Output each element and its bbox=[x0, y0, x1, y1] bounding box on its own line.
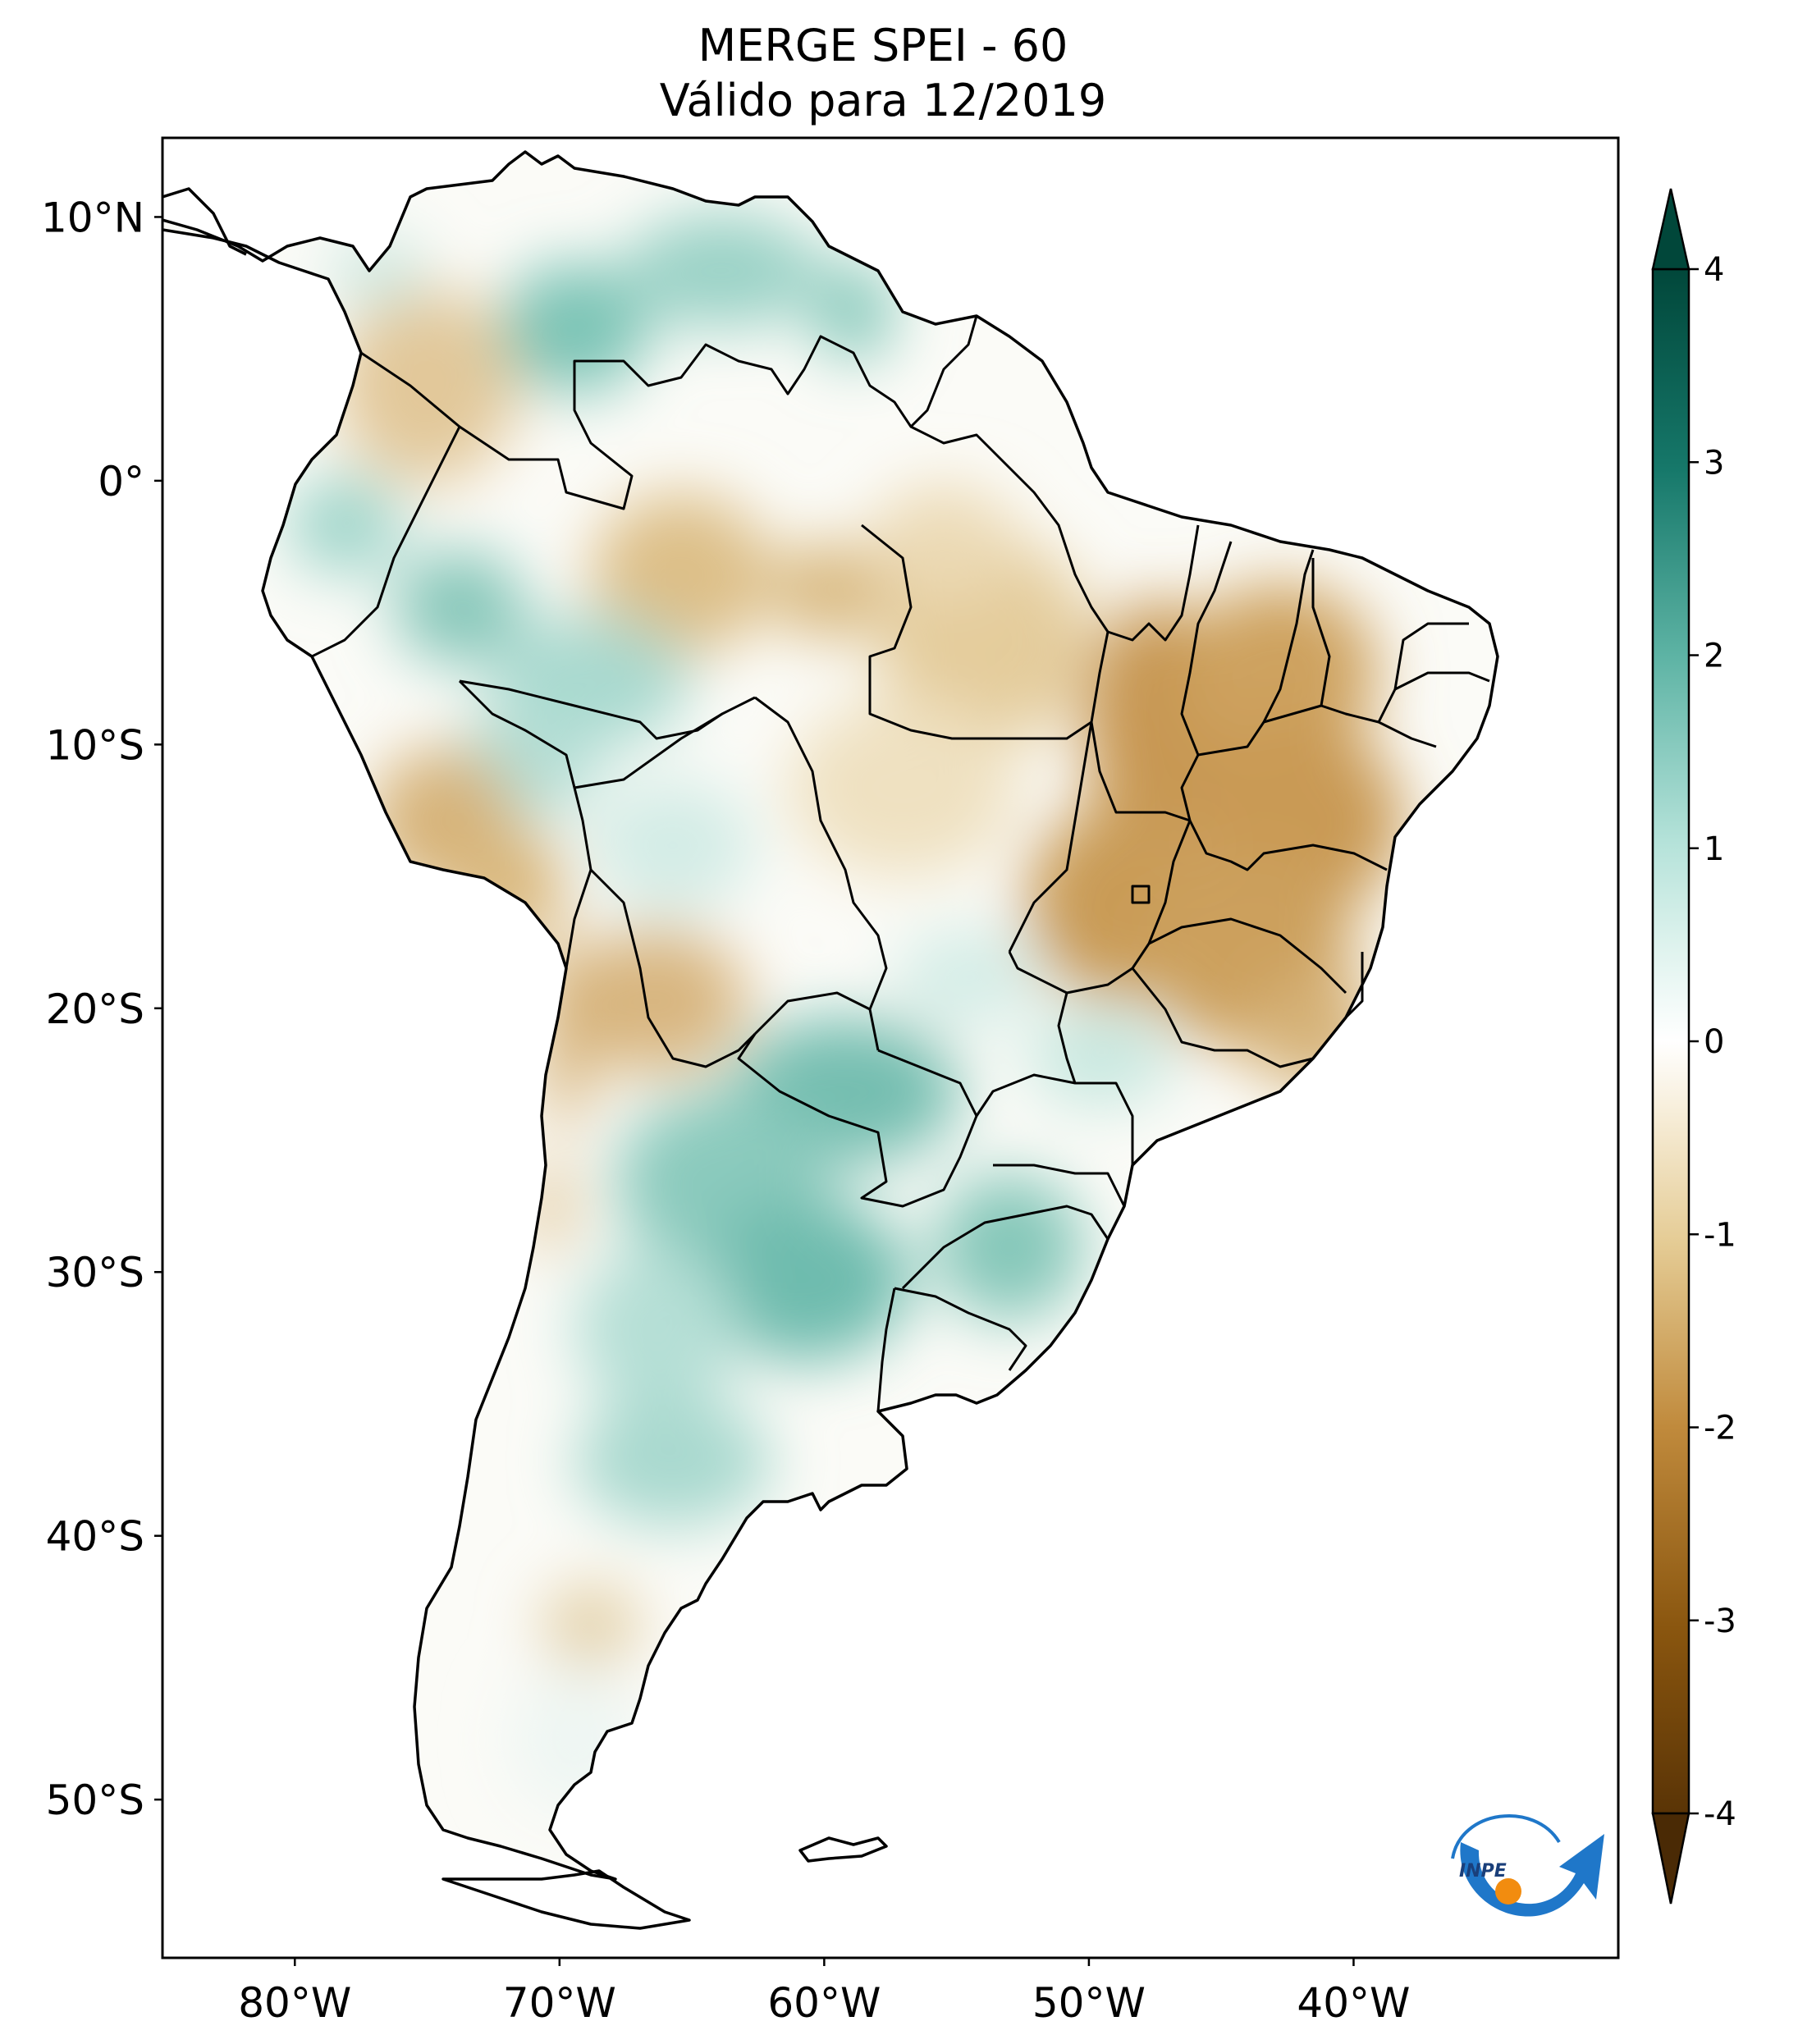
central-america-coast bbox=[162, 187, 247, 256]
colorbar-tick-label: -2 bbox=[1704, 1410, 1736, 1447]
colorbar-tick-label: -4 bbox=[1704, 1795, 1736, 1833]
colorbar-tick-label: 3 bbox=[1704, 444, 1724, 482]
y-tick-label: 30°S bbox=[46, 1249, 144, 1296]
political-borders bbox=[311, 315, 1490, 1412]
y-tick-label: 10°N bbox=[41, 194, 144, 241]
inpe-logo: INPE bbox=[1451, 1814, 1604, 1917]
y-tick-label: 0° bbox=[98, 458, 144, 505]
logo-text: INPE bbox=[1459, 1861, 1507, 1882]
colorbar-tick-label: 2 bbox=[1704, 638, 1724, 675]
latitude-axis: 10°N 0° 10°S 20°S 30°S 40°S 50°S bbox=[41, 194, 162, 1824]
logo-outline-arc bbox=[1451, 1814, 1561, 1859]
colorbar-ticks: 4 3 2 1 0 -1 -2 -3 -4 bbox=[1689, 251, 1736, 1833]
x-tick-label: 40°W bbox=[1297, 1979, 1410, 2027]
y-tick-label: 50°S bbox=[46, 1776, 144, 1824]
colorbar-tick-label: -3 bbox=[1704, 1603, 1736, 1640]
x-tick-label: 50°W bbox=[1032, 1979, 1146, 2027]
y-tick-label: 10°S bbox=[46, 721, 144, 769]
map-title-line2: Válido para 12/2019 bbox=[660, 75, 1106, 126]
x-tick-label: 70°W bbox=[503, 1979, 616, 2027]
colorbar-tick-label: -1 bbox=[1704, 1216, 1736, 1254]
x-tick-label: 80°W bbox=[238, 1979, 351, 2027]
y-tick-label: 40°S bbox=[46, 1513, 144, 1561]
x-tick-label: 60°W bbox=[767, 1979, 881, 2027]
longitude-axis: 80°W 70°W 60°W 50°W 40°W bbox=[238, 1958, 1410, 2027]
colorbar-tick-label: 0 bbox=[1704, 1023, 1724, 1061]
colorbar-extend-max bbox=[1651, 188, 1690, 271]
coastline bbox=[162, 150, 1499, 1881]
colorbar-tick-label: 1 bbox=[1704, 830, 1724, 868]
map-title-line1: MERGE SPEI - 60 bbox=[698, 20, 1068, 71]
logo-orange-dot bbox=[1495, 1878, 1521, 1905]
colorbar-extend-min bbox=[1651, 1812, 1690, 1905]
y-tick-label: 20°S bbox=[46, 985, 144, 1033]
map-panel: 80°W 70°W 60°W 50°W 40°W 10°N 0° 10°S 20°S 30°S 4… bbox=[41, 136, 1620, 2027]
falkland-islands bbox=[798, 1836, 888, 1863]
colorbar-gradient bbox=[1651, 268, 1690, 1815]
map-frame bbox=[161, 136, 1620, 1959]
colorbar: 4 3 2 1 0 -1 -2 -3 -4 bbox=[1651, 188, 1736, 1905]
colorbar-tick-label: 4 bbox=[1704, 251, 1724, 289]
tierra-del-fuego bbox=[441, 1869, 691, 1930]
